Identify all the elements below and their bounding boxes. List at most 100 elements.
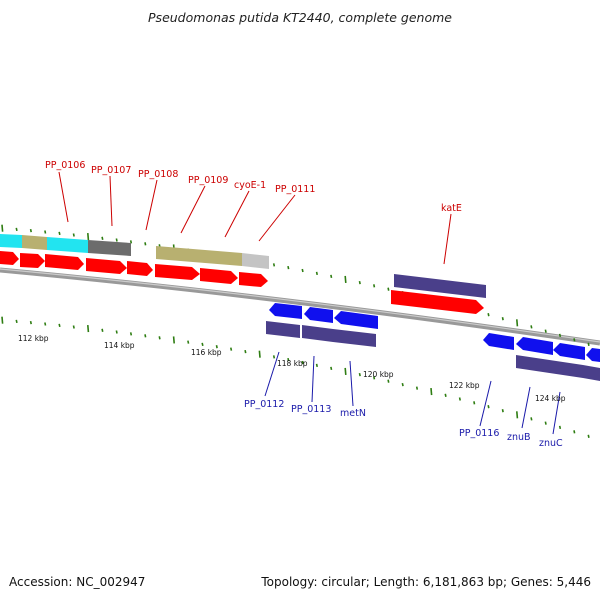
cds-arrow[interactable]	[127, 261, 153, 276]
gene-block-purple[interactable]	[266, 321, 300, 338]
gene-block-purple[interactable]	[583, 365, 600, 381]
tick-label-118kbp: 118 kbp	[277, 359, 308, 368]
major-tick	[344, 367, 347, 375]
gene-label-kate[interactable]: katE	[441, 203, 462, 214]
cds-arrow[interactable]	[516, 337, 553, 355]
cds-arrow[interactable]	[239, 272, 268, 287]
gene-block-olive[interactable]	[22, 235, 47, 250]
cds-arrow[interactable]	[334, 311, 378, 329]
minor-tick	[15, 227, 18, 232]
gene-block-cyan[interactable]	[47, 237, 88, 253]
cds-arrow[interactable]	[304, 307, 333, 323]
forward-cds-track	[0, 251, 484, 314]
tick-label-114kbp: 114 kbp	[104, 341, 135, 350]
minor-tick	[587, 342, 590, 346]
minor-tick	[387, 287, 390, 291]
minor-tick	[44, 322, 47, 326]
gene-block-gray[interactable]	[88, 240, 131, 256]
major-tick	[1, 316, 4, 324]
minor-tick	[573, 338, 576, 342]
minor-tick	[387, 379, 390, 383]
position-labels: 112 kbp 114 kbp 116 kbp 118 kbp 120 kbp …	[18, 334, 566, 403]
minor-tick	[444, 393, 447, 397]
major-tick	[87, 325, 90, 333]
minor-tick	[373, 376, 376, 380]
gene-label-pp0113[interactable]: PP_0113	[291, 404, 331, 415]
minor-tick	[44, 230, 47, 234]
major-tick	[172, 336, 175, 344]
tick-label-116kbp: 116 kbp	[191, 348, 222, 357]
minor-tick	[201, 342, 204, 347]
minor-tick	[58, 323, 61, 328]
minor-tick	[244, 349, 247, 354]
tick-label-122kbp: 122 kbp	[449, 381, 480, 390]
cds-arrow[interactable]	[553, 343, 585, 360]
major-tick	[516, 411, 519, 419]
cds-arrow[interactable]	[269, 303, 302, 319]
major-tick	[344, 275, 347, 283]
tick-label-124kbp: 124 kbp	[535, 394, 566, 403]
major-tick	[1, 224, 4, 232]
minor-tick	[101, 236, 104, 240]
forward-gene-ring	[0, 234, 486, 298]
genome-summary-text: Topology: circular; Length: 6,181,863 bp…	[260, 575, 591, 589]
reverse-cds-track	[269, 303, 600, 362]
minor-tick	[501, 317, 504, 321]
gene-label-pp0116[interactable]: PP_0116	[459, 428, 499, 439]
minor-tick	[587, 434, 590, 438]
minor-tick	[473, 401, 476, 405]
gene-label-pp0111[interactable]: PP_0111	[275, 184, 315, 195]
gene-label-znub[interactable]: znuB	[507, 432, 531, 443]
gene-block-olive[interactable]	[156, 246, 242, 266]
gene-label-pp0108[interactable]: PP_0108	[138, 169, 178, 180]
cds-arrow[interactable]	[200, 268, 238, 284]
cds-arrow[interactable]	[45, 254, 84, 270]
minor-tick	[558, 333, 562, 338]
major-tick	[87, 233, 90, 241]
minor-tick	[558, 425, 562, 430]
inner-tick-marks	[1, 316, 590, 438]
minor-tick	[330, 366, 333, 371]
gene-block-purple[interactable]	[516, 355, 583, 378]
gene-block-purple[interactable]	[302, 325, 333, 342]
gene-block-purple[interactable]	[333, 329, 376, 347]
minor-tick	[458, 397, 461, 401]
minor-tick	[373, 284, 376, 288]
gene-label-pp0106[interactable]: PP_0106	[45, 160, 85, 171]
gene-block-cyan[interactable]	[0, 234, 22, 248]
minor-tick	[530, 417, 533, 421]
major-tick	[258, 350, 261, 358]
gene-label-pp0109[interactable]: PP_0109	[188, 175, 228, 186]
cds-arrow[interactable]	[86, 258, 127, 274]
gene-label-pp0107[interactable]: PP_0107	[91, 165, 131, 176]
cds-arrow[interactable]	[20, 253, 45, 268]
minor-tick	[29, 228, 32, 233]
minor-tick	[215, 345, 218, 349]
forward-gene-labels: PP_0106 PP_0107 PP_0108 PP_0109 cyoE-1 P…	[45, 160, 462, 265]
minor-tick	[301, 268, 304, 273]
gene-label-pp0112[interactable]: PP_0112	[244, 399, 284, 410]
gene-label-metn[interactable]: metN	[340, 408, 366, 419]
minor-tick	[415, 386, 419, 390]
cds-arrow[interactable]	[483, 333, 514, 350]
cds-arrow[interactable]	[0, 251, 19, 265]
cds-arrow[interactable]	[586, 348, 600, 362]
gene-block-purple[interactable]	[394, 274, 486, 298]
gene-block-lightgray[interactable]	[242, 253, 269, 269]
minor-tick	[315, 363, 318, 368]
minor-tick	[144, 334, 147, 338]
tick-label-120kbp: 120 kbp	[363, 370, 394, 379]
minor-tick	[129, 240, 133, 244]
cds-arrow[interactable]	[391, 290, 484, 314]
minor-tick	[158, 336, 161, 340]
gene-label-cyoe1[interactable]: cyoE-1	[234, 180, 266, 191]
tick-label-112kbp: 112 kbp	[18, 334, 49, 343]
minor-tick	[230, 347, 233, 351]
minor-tick	[72, 233, 75, 237]
minor-tick	[272, 355, 276, 359]
minor-tick	[401, 382, 404, 387]
cds-arrow[interactable]	[155, 264, 200, 280]
minor-tick	[101, 328, 104, 332]
gene-label-znuc[interactable]: znuC	[539, 438, 563, 449]
